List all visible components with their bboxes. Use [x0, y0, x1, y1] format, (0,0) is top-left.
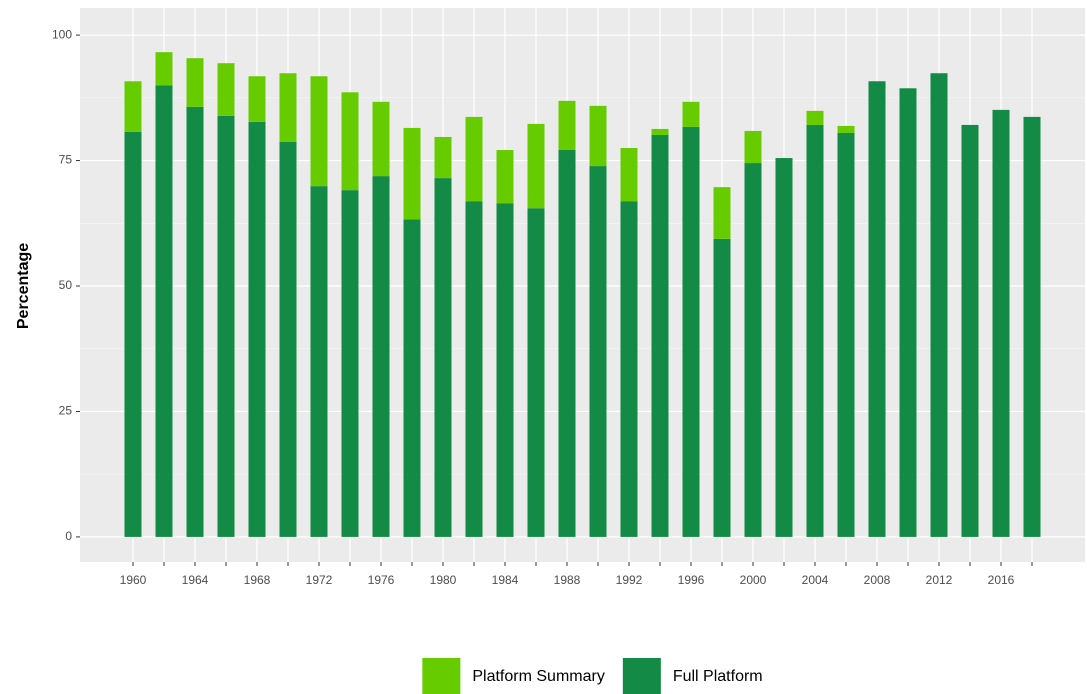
bar-segment	[186, 106, 204, 537]
y-tick-label: 25	[59, 404, 73, 418]
bar-segment	[837, 125, 855, 133]
bar-segment	[155, 52, 173, 86]
bar-segment	[217, 115, 235, 537]
bar-segment	[744, 163, 762, 537]
bar-segment	[341, 92, 359, 191]
panel	[80, 8, 1085, 562]
bar-segment	[372, 176, 390, 537]
bar-segment	[279, 73, 297, 142]
bar-segment	[1023, 116, 1041, 537]
bar-segment	[403, 219, 421, 537]
bar-segment	[124, 131, 142, 537]
x-tick-label: 2000	[740, 573, 767, 587]
x-tick-label: 1960	[120, 573, 147, 587]
bar-segment	[992, 109, 1010, 537]
bar-segment	[186, 58, 204, 107]
bar-segment	[434, 178, 452, 537]
bar-segment	[403, 127, 421, 220]
bar-segment	[775, 158, 793, 537]
bar-segment	[217, 63, 235, 116]
x-tick-label: 1972	[306, 573, 333, 587]
bar-segment	[620, 201, 638, 537]
bar-segment	[248, 76, 266, 122]
bar-segment	[465, 116, 483, 202]
bar-segment	[124, 81, 142, 132]
bar-segment	[589, 166, 607, 537]
x-tick-label: 2016	[988, 573, 1015, 587]
y-tick-label: 50	[59, 278, 73, 292]
bar-segment	[434, 136, 452, 179]
bar-segment	[589, 105, 607, 167]
bar-segment	[682, 101, 700, 127]
bar-segment	[713, 238, 731, 537]
y-tick-label: 100	[52, 27, 72, 41]
bar-segment	[558, 100, 576, 151]
legend-label: Full Platform	[673, 668, 763, 685]
bar-segment	[248, 121, 266, 537]
bar-segment	[744, 130, 762, 164]
x-tick-label: 1964	[182, 573, 209, 587]
x-tick-label: 1984	[492, 573, 519, 587]
x-tick-label: 1980	[430, 573, 457, 587]
bar-segment	[806, 124, 824, 537]
bar-segment	[310, 186, 328, 537]
y-axis-title: Percentage	[15, 243, 32, 329]
bar-segment	[341, 190, 359, 537]
bar-segment	[682, 126, 700, 537]
x-tick-label: 1968	[244, 573, 271, 587]
bar-segment	[837, 132, 855, 537]
bar-segment	[868, 81, 886, 537]
bar-segment	[806, 110, 824, 125]
x-tick-label: 1992	[616, 573, 643, 587]
x-tick-label: 2008	[864, 573, 891, 587]
x-tick-label: 2012	[926, 573, 953, 587]
x-tick-label: 1996	[678, 573, 705, 587]
bar-segment	[651, 134, 669, 537]
x-tick-label: 1976	[368, 573, 395, 587]
bar-segment	[496, 150, 514, 204]
bar-segment	[372, 101, 390, 177]
bar-segment	[310, 76, 328, 187]
bar-segment	[899, 88, 917, 537]
bar-segment	[465, 201, 483, 537]
bar-segment	[527, 208, 545, 537]
legend-swatch	[422, 658, 461, 694]
bar-segment	[155, 85, 173, 537]
bar-segment	[527, 123, 545, 209]
x-tick-label: 2004	[802, 573, 829, 587]
bar-segment	[620, 148, 638, 202]
legend-label: Platform Summary	[472, 668, 604, 685]
bar-segment	[713, 187, 731, 239]
bar-segment	[961, 124, 979, 537]
legend-swatch	[622, 658, 661, 694]
bar-segment	[496, 203, 514, 537]
x-tick-label: 1988	[554, 573, 581, 587]
bar-segment	[279, 141, 297, 537]
bar-segment	[930, 73, 948, 537]
y-tick-label: 75	[59, 153, 73, 167]
bar-segment	[651, 128, 669, 135]
bar-segment	[558, 150, 576, 537]
y-tick-label: 0	[65, 529, 72, 543]
